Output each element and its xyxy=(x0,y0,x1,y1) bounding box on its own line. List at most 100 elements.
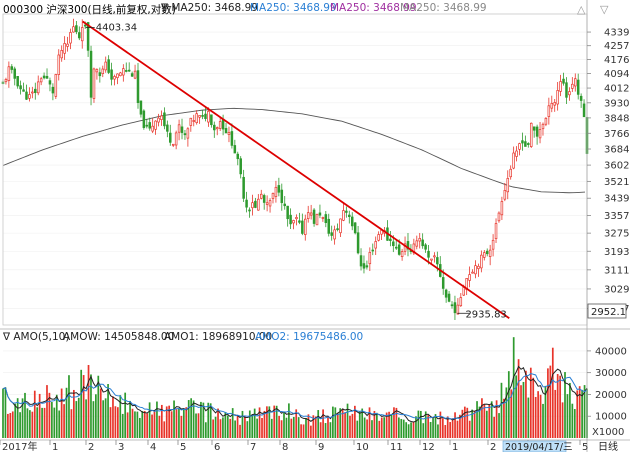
candle-body xyxy=(174,132,178,146)
candle-body xyxy=(333,229,336,240)
volume-bar xyxy=(112,396,114,438)
candle-body xyxy=(116,73,119,78)
triangle-up-icon[interactable]: △ xyxy=(577,3,586,16)
candle-body xyxy=(16,76,19,87)
amo2-line xyxy=(2,373,588,420)
volume-bar xyxy=(532,377,535,438)
candle-body xyxy=(122,68,125,76)
candle-body xyxy=(210,114,213,126)
volume-bar xyxy=(102,400,105,438)
candle-body xyxy=(415,240,419,247)
candle-body xyxy=(133,70,137,79)
volume-bars[interactable] xyxy=(2,337,588,438)
volume-bar xyxy=(305,417,307,438)
x-tick-label: 6 xyxy=(214,442,220,452)
candle-body xyxy=(286,205,289,220)
triangle-down-icon[interactable]: ▽ xyxy=(600,3,609,16)
volume-bar xyxy=(219,419,222,438)
volume-bar xyxy=(581,389,583,438)
volume-bar xyxy=(7,413,9,438)
candle-body xyxy=(25,91,28,100)
x-tick-label: 10 xyxy=(356,442,369,452)
volume-bar xyxy=(202,402,205,438)
candle-body xyxy=(491,239,495,250)
volume-bar xyxy=(573,409,576,438)
volume-bar xyxy=(380,417,383,438)
candle-body xyxy=(207,111,210,123)
ma-label-3: MA250: 3468.99 xyxy=(400,2,487,14)
candle-body xyxy=(98,72,102,77)
price-tick-label: 4176 xyxy=(604,55,629,66)
volume-bar xyxy=(485,410,488,438)
price-tick-label: 3684 xyxy=(604,145,629,156)
volume-bar xyxy=(385,412,388,438)
volume-bar xyxy=(258,407,261,438)
candle-body xyxy=(218,121,222,129)
volume-bar xyxy=(371,420,373,438)
volume-bar xyxy=(53,407,56,438)
candle-body xyxy=(527,143,530,145)
candle-body xyxy=(125,70,128,72)
volume-bar xyxy=(459,414,461,438)
trendline[interactable] xyxy=(82,20,510,320)
x-tick-label: 4 xyxy=(150,442,156,452)
candle-body xyxy=(403,243,407,252)
candle-body xyxy=(166,124,169,132)
volume-bar xyxy=(412,421,415,438)
volume-bar xyxy=(90,374,92,438)
volume-bar xyxy=(68,375,70,438)
volume-bar xyxy=(38,393,41,438)
volume-bar xyxy=(107,384,109,438)
candle-body xyxy=(494,223,498,240)
volume-bar xyxy=(556,374,559,438)
candle-body xyxy=(541,123,545,130)
volume-bar xyxy=(226,415,229,438)
candle-body xyxy=(427,250,430,258)
candle-body xyxy=(180,126,184,133)
volume-bar xyxy=(153,411,156,438)
candle-body xyxy=(262,195,266,203)
vol-label-2: AMO1: 18968910.00 xyxy=(164,331,273,343)
volume-bar xyxy=(471,409,474,438)
candle-body xyxy=(63,43,66,54)
candle-body xyxy=(397,244,401,255)
period-label: 日线 xyxy=(598,440,618,452)
candle-body xyxy=(359,255,363,267)
volume-bar xyxy=(51,402,53,438)
volume-bar xyxy=(376,412,378,438)
candle-body xyxy=(245,199,248,208)
volume-bar xyxy=(285,417,288,438)
volume-bar xyxy=(114,406,117,438)
candle-body xyxy=(101,68,105,74)
price-tick-label: 3275 xyxy=(604,229,629,240)
candle-body xyxy=(497,212,501,222)
candlesticks[interactable] xyxy=(1,18,589,320)
candle-body xyxy=(95,69,99,73)
volume-bar xyxy=(324,423,327,438)
candle-body xyxy=(556,90,559,105)
volume-bar xyxy=(214,416,217,438)
volume-bar xyxy=(432,418,434,438)
volume-bar xyxy=(439,411,442,438)
volume-bar xyxy=(378,420,381,438)
candle-body xyxy=(92,68,96,99)
current-price-label: 2952.1 xyxy=(591,307,626,318)
candle-body xyxy=(544,117,548,125)
candle-body xyxy=(453,302,457,314)
candle-body xyxy=(421,239,424,247)
volume-bar xyxy=(525,370,527,438)
volume-bar xyxy=(510,389,513,438)
volume-bar xyxy=(217,408,219,438)
volume-bar xyxy=(446,416,449,438)
volume-bar xyxy=(197,413,200,438)
x-tick-label: 11 xyxy=(390,442,403,452)
candle-body xyxy=(28,94,31,99)
volume-bar xyxy=(170,411,173,438)
volume-bar xyxy=(542,403,544,438)
volume-bar xyxy=(503,398,505,438)
candle-body xyxy=(54,74,58,97)
candle-body xyxy=(471,271,474,274)
volume-bar xyxy=(434,414,437,438)
volume-bar xyxy=(136,411,139,438)
